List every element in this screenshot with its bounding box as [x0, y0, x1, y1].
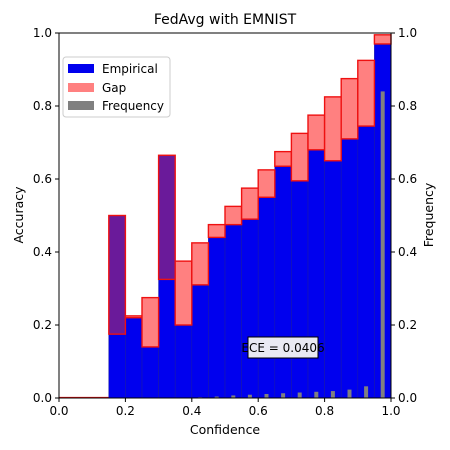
y-axis-label: Accuracy — [11, 186, 26, 244]
x-tick-label: 0.2 — [116, 404, 135, 418]
x-tick-label: 0.4 — [182, 404, 201, 418]
empirical-bar — [224, 224, 242, 399]
gap-bar — [124, 315, 143, 319]
empirical-bar — [340, 138, 359, 399]
y2-axis-label: Frequency — [421, 182, 436, 247]
frequency-bar — [214, 396, 219, 398]
gap-bar — [257, 169, 276, 198]
gap-bar — [108, 214, 127, 335]
y-tick-label: 0.0 — [33, 391, 52, 405]
x-axis-label: Confidence — [190, 422, 261, 437]
frequency-bar — [281, 393, 286, 398]
empirical-bar — [357, 125, 375, 399]
empirical-bar — [141, 346, 159, 399]
x-tick-label: 0.6 — [249, 404, 268, 418]
y2-tick-label: 0.0 — [398, 391, 417, 405]
legend: Empirical Gap Frequency — [62, 56, 171, 118]
gap-bar — [141, 296, 160, 348]
y2-tick-label: 0.4 — [398, 245, 417, 259]
y2-tick-label: 0.6 — [398, 172, 417, 186]
chart-title: FedAvg with EMNIST — [154, 12, 297, 28]
empirical-bar — [191, 284, 209, 399]
frequency-bar — [380, 91, 385, 399]
y2-tick-label: 0.2 — [398, 318, 417, 332]
x-tick-label: 0.0 — [49, 404, 68, 418]
y-tick-label: 0.4 — [33, 245, 52, 259]
gap-bar — [290, 132, 309, 182]
legend-label-gap: Gap — [102, 81, 126, 95]
x-tick-label: 1.0 — [381, 404, 400, 418]
y-tick-label: 0.8 — [33, 99, 52, 113]
frequency-bar — [297, 392, 302, 398]
gap-bar — [323, 96, 342, 162]
gap-bar — [207, 223, 226, 239]
gap-bar — [307, 114, 326, 151]
empirical-bar — [208, 237, 226, 399]
empirical-bar — [324, 160, 342, 399]
y2-tick-label: 1.0 — [398, 26, 417, 40]
gap-bar — [340, 77, 359, 140]
y2-tick-label: 0.8 — [398, 99, 417, 113]
ece-text: ECE = 0.0406 — [241, 341, 324, 355]
gap-bar — [240, 187, 259, 220]
y-tick-label: 0.2 — [33, 318, 52, 332]
gap-bar — [174, 260, 193, 326]
legend-swatch-frequency — [68, 101, 94, 110]
plot-area — [59, 34, 392, 399]
legend-label-empirical: Empirical — [102, 62, 158, 76]
y-tick-label: 1.0 — [33, 26, 52, 40]
frequency-bar — [314, 391, 319, 398]
empirical-bar — [241, 218, 259, 399]
empirical-bar — [307, 149, 325, 399]
legend-swatch-gap — [68, 83, 94, 92]
x-tick-label: 0.8 — [315, 404, 334, 418]
gap-bar — [224, 205, 243, 226]
frequency-bar — [364, 386, 369, 398]
x-axis: 0.0 0.2 0.4 0.6 0.8 1.0 — [49, 398, 401, 418]
legend-swatch-empirical — [68, 64, 94, 73]
frequency-bar — [231, 395, 236, 398]
y-tick-label: 0.6 — [33, 172, 52, 186]
y-axis-right: 0.0 0.2 0.4 0.6 0.8 1.0 — [391, 26, 417, 405]
gap-bar — [373, 34, 392, 45]
plot-frame — [58, 32, 392, 399]
empirical-bar — [291, 180, 309, 399]
gap-bar — [274, 150, 293, 167]
frequency-bar — [264, 393, 269, 398]
frequency-bar — [247, 394, 252, 398]
empirical-bar — [125, 317, 143, 399]
gap-bar — [157, 154, 176, 281]
frequency-bar — [330, 391, 335, 398]
empirical-bar — [257, 196, 276, 399]
gap-bar — [357, 59, 376, 127]
gap-bar — [191, 242, 210, 286]
empirical-bar — [274, 165, 292, 399]
ece-annotation: ECE = 0.0406 — [241, 336, 325, 359]
empirical-bar — [174, 324, 193, 399]
legend-label-frequency: Frequency — [102, 99, 164, 113]
ece-box — [247, 336, 319, 359]
y-axis-left: 0.0 0.2 0.4 0.6 0.8 1.0 — [33, 26, 59, 405]
frequency-bar — [347, 389, 352, 398]
